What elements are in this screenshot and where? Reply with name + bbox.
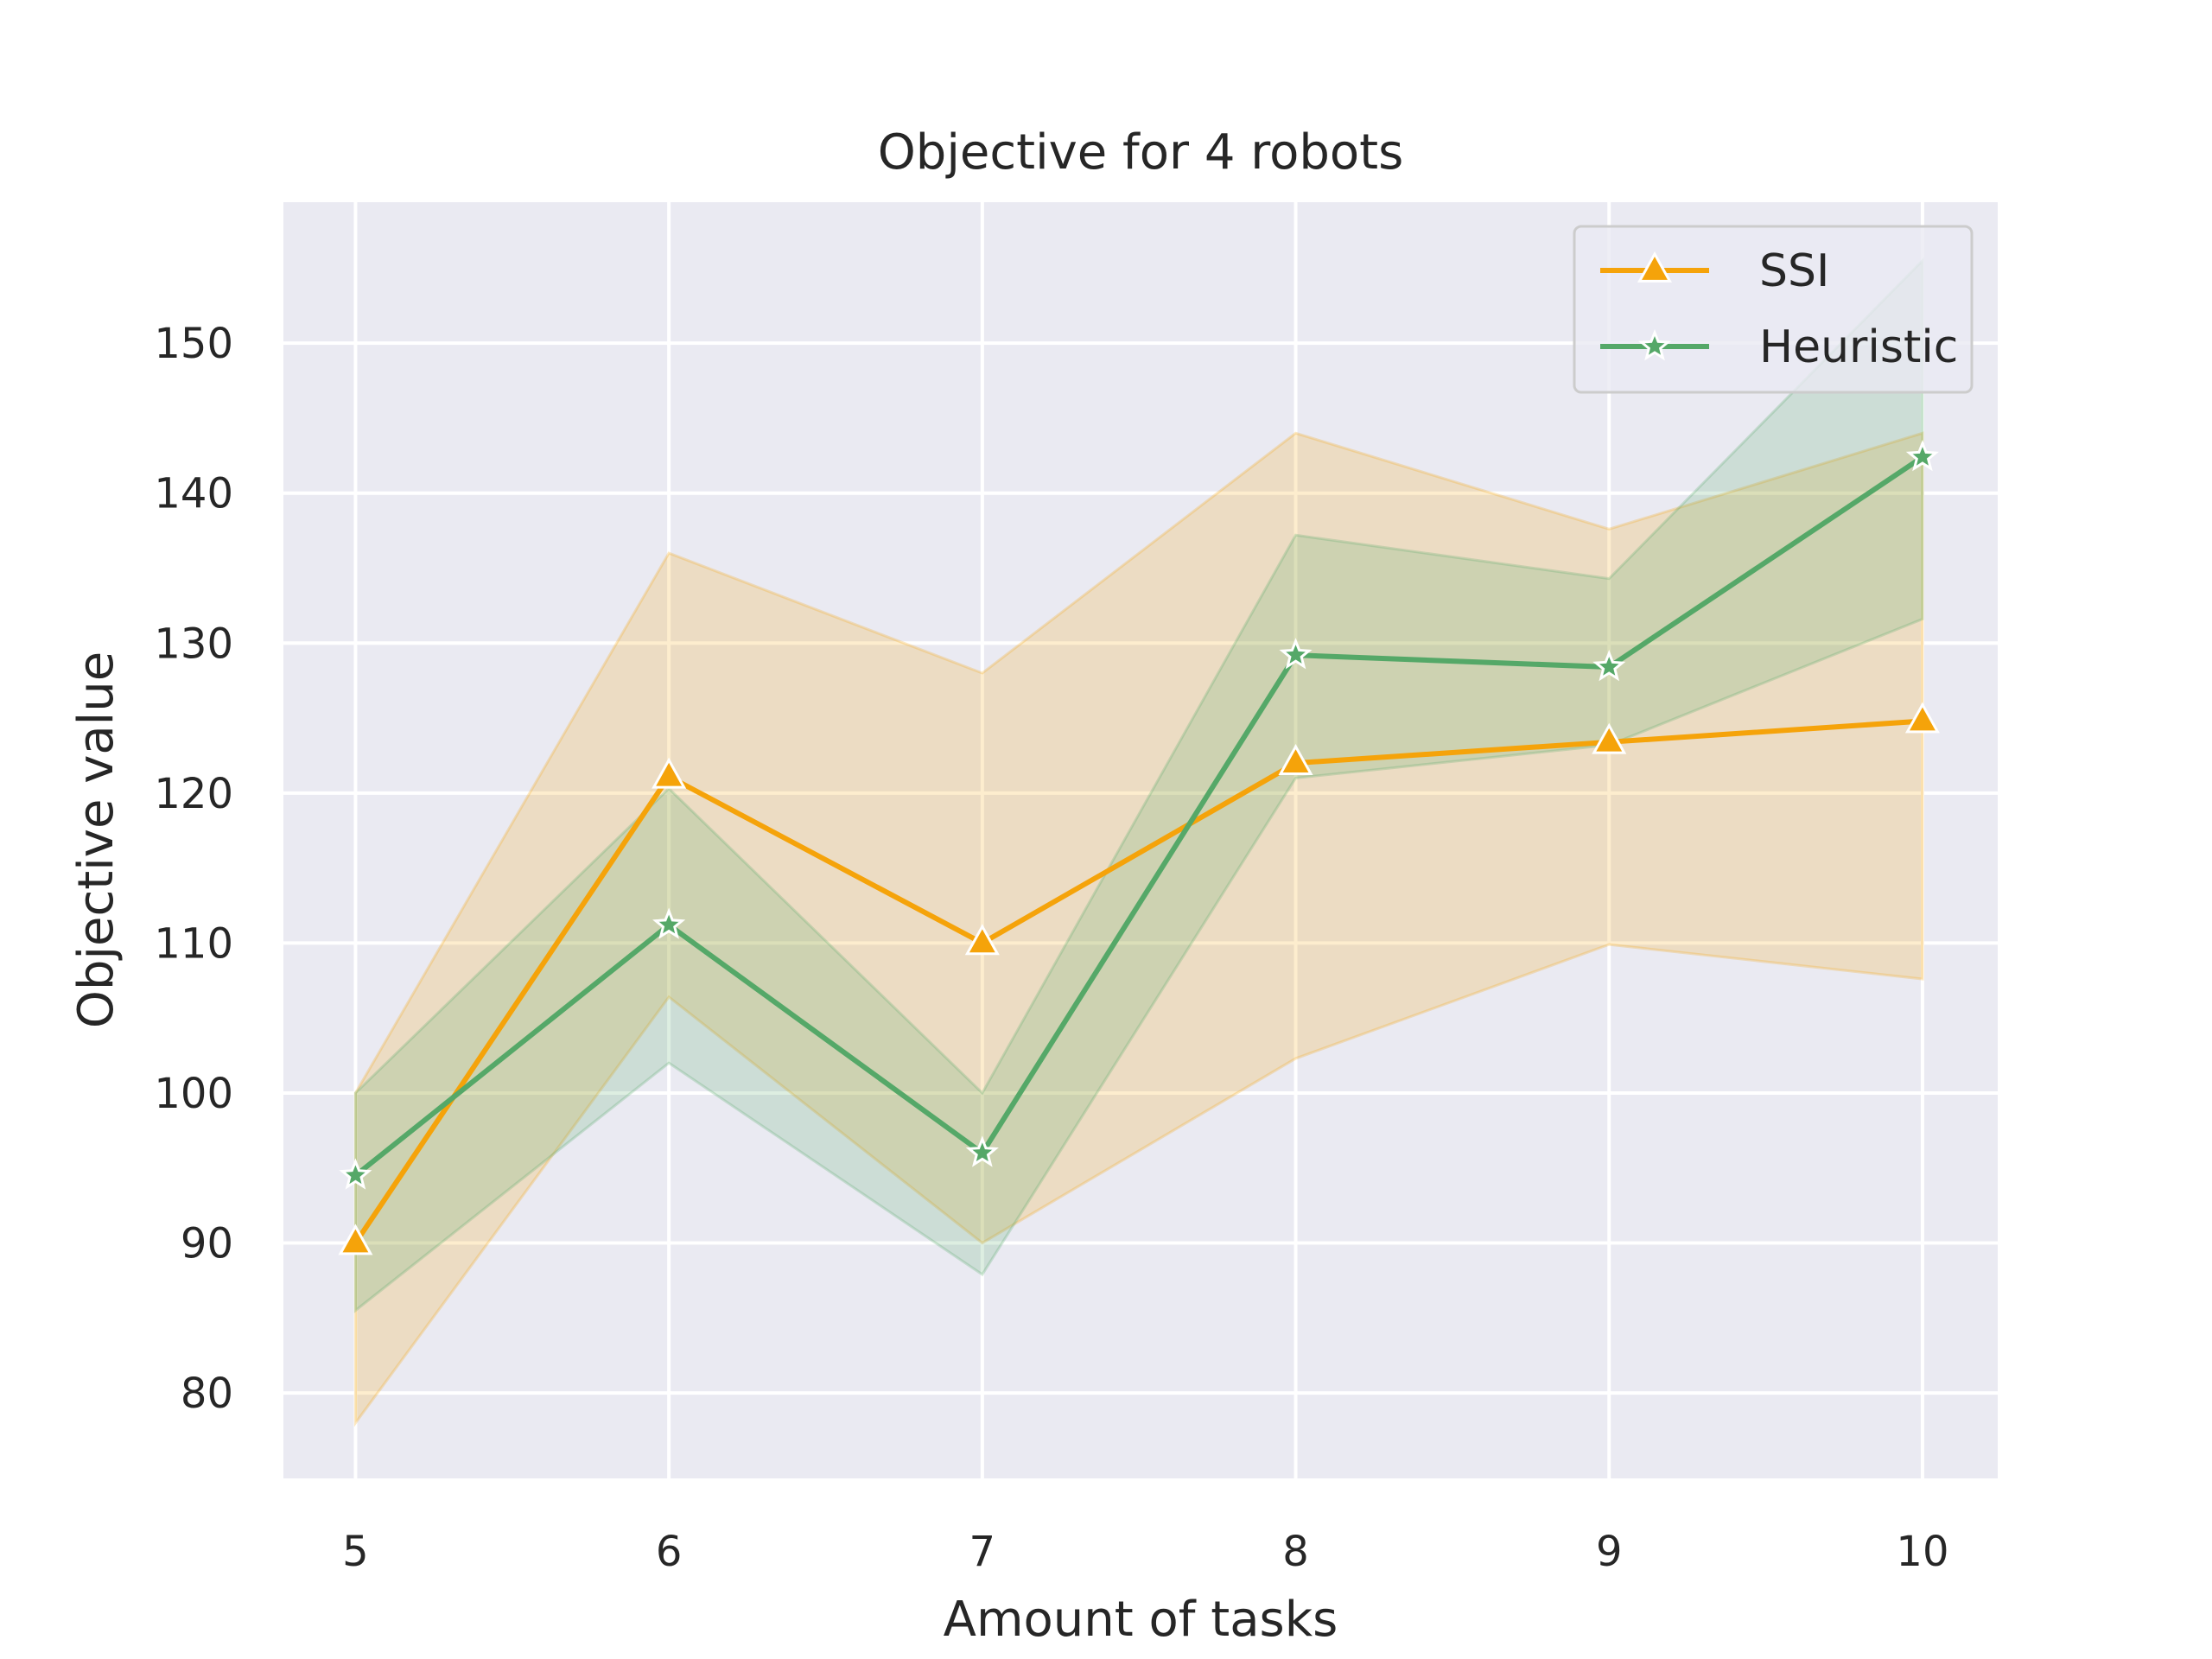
ssi-data-point xyxy=(964,924,1000,956)
confidence-bands xyxy=(353,257,1924,1427)
series-markers xyxy=(338,439,1940,1255)
ssi-legend-label: SSI xyxy=(1759,245,1829,297)
heuristic-data-point xyxy=(965,1135,999,1167)
y-tick-label: 100 xyxy=(154,1070,233,1118)
y-tick-label: 110 xyxy=(154,919,233,968)
series-lines xyxy=(353,454,1924,1245)
heuristic-legend-marker xyxy=(1637,328,1672,361)
x-tick-label: 8 xyxy=(1282,1528,1309,1576)
y-tick-label: 150 xyxy=(154,320,233,368)
heuristic-data-point xyxy=(1279,638,1313,670)
ssi-data-point xyxy=(338,1224,373,1255)
heuristic-data-point xyxy=(339,1158,372,1190)
heuristic-data-point xyxy=(1905,439,1940,472)
heuristic-data-point xyxy=(1592,649,1626,682)
ssi-data-point xyxy=(1904,702,1940,734)
x-tick-label: 7 xyxy=(969,1528,996,1576)
y-tick-label: 140 xyxy=(154,470,233,518)
ssi-data-point xyxy=(1278,744,1313,775)
x-axis-label: Amount of tasks xyxy=(944,1592,1338,1648)
tick-labels: 5 6 7 8 9 10 80 90 100 110 120 130 140 150 xyxy=(154,320,1948,1576)
ssi-confidence-band xyxy=(353,431,1924,1427)
x-tick-label: 6 xyxy=(656,1528,683,1576)
y-axis-label: Objective value xyxy=(68,652,124,1028)
legend: SSI Heuristic xyxy=(1573,225,1974,394)
grid-lines xyxy=(283,202,1998,1478)
heuristic-confidence-band xyxy=(353,257,1924,1313)
x-tick-label: 5 xyxy=(342,1528,369,1576)
y-tick-label: 120 xyxy=(154,770,233,818)
x-tick-label: 9 xyxy=(1596,1528,1623,1576)
y-tick-label: 80 xyxy=(181,1370,233,1418)
y-tick-label: 90 xyxy=(181,1220,233,1268)
heuristic-legend-label: Heuristic xyxy=(1759,321,1958,373)
ssi-legend-marker xyxy=(1637,251,1673,283)
y-tick-label: 130 xyxy=(154,620,233,668)
ssi-data-point xyxy=(652,757,687,789)
ssi-data-point xyxy=(1592,722,1627,754)
heuristic-data-point xyxy=(652,907,686,939)
chart-title: Objective for 4 robots xyxy=(878,124,1404,181)
x-tick-label: 10 xyxy=(1896,1528,1948,1576)
ssi-series-line xyxy=(353,718,1923,1245)
plot-background xyxy=(283,202,1998,1478)
heuristic-series-line xyxy=(353,454,1924,1178)
